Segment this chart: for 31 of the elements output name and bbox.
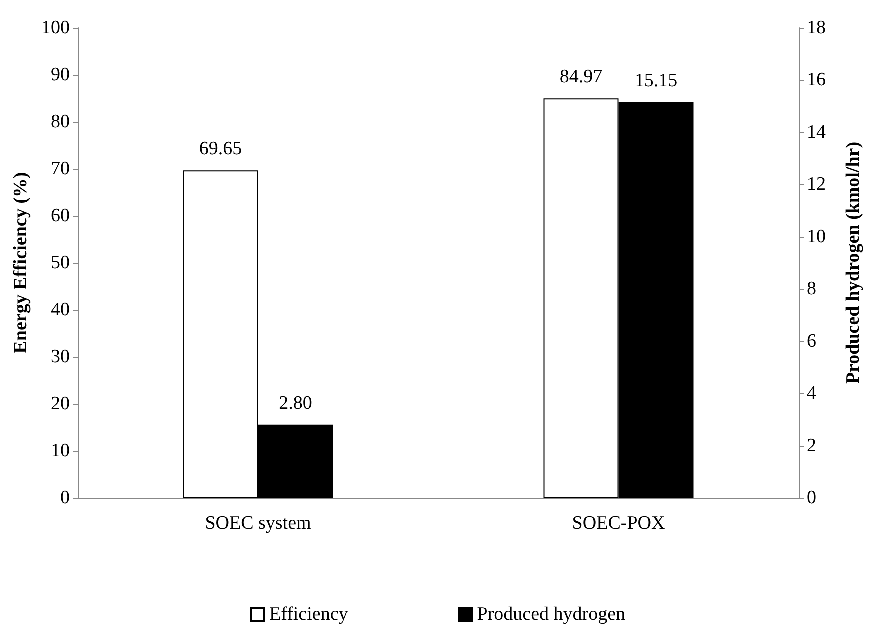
y-tick-label: 30 (51, 346, 70, 368)
y-axis-title: Energy Efficiency (%) (10, 172, 32, 354)
y-tick-label: 10 (51, 440, 70, 462)
y2-tick-label: 12 (807, 174, 826, 196)
y-tick-label: 80 (51, 112, 70, 132)
y2-tick-label: 0 (807, 488, 816, 508)
y2-tick-label: 14 (807, 122, 826, 143)
y2-tick-label: 10 (807, 226, 826, 248)
y-tick-label: 100 (42, 18, 70, 38)
legend-label: Produced hydrogen (477, 604, 626, 625)
y2-tick-label: 6 (807, 330, 816, 352)
x-tick-label: SOEC system (205, 513, 312, 534)
y-tick-label: 90 (51, 64, 70, 86)
y-tick-label: 40 (51, 300, 70, 320)
y-tick-label: 50 (51, 252, 70, 274)
y2-tick-label: 4 (807, 383, 817, 404)
data-label: 15.15 (634, 70, 678, 92)
legend-label: Efficiency (269, 604, 349, 625)
y2-tick-label: 18 (807, 18, 826, 38)
x-tick-label: SOEC-POX (572, 513, 666, 534)
y2-axis-title: Produced hydrogen (kmol/hr) (843, 142, 864, 384)
y-tick-label: 20 (51, 394, 70, 414)
y2-tick-label: 16 (807, 70, 826, 91)
y-tick-label: 60 (51, 206, 70, 226)
data-label: 2.80 (279, 392, 312, 414)
y2-tick-label: 2 (807, 435, 816, 456)
y-tick-label: 0 (60, 488, 70, 508)
y-tick-label: 70 (51, 158, 70, 180)
data-label: 84.97 (560, 66, 603, 88)
data-label: 69.65 (199, 138, 242, 160)
y2-tick-label: 8 (807, 278, 816, 300)
